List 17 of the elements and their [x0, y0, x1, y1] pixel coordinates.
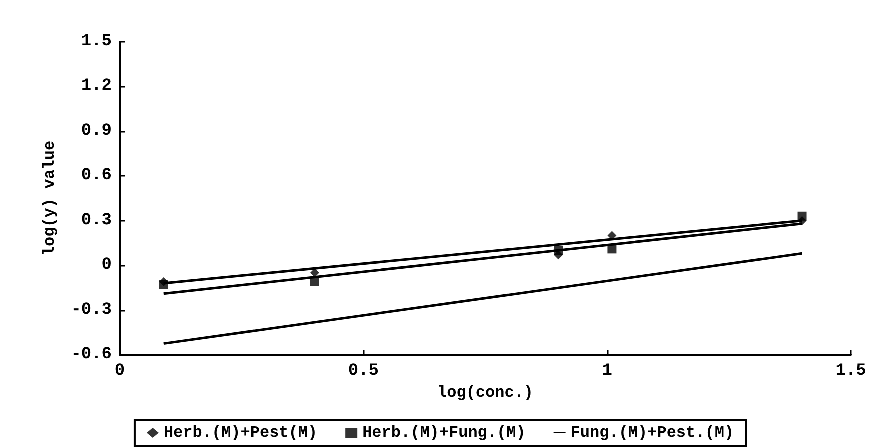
legend-label: Herb.(M)+Pest(M) — [164, 424, 318, 442]
legend-label: Herb.(M)+Fung.(M) — [362, 424, 526, 442]
x-tick-label: 1.5 — [836, 362, 866, 381]
y-axis-title: log(y) value — [41, 140, 59, 256]
x-tick-label: 1 — [602, 362, 612, 381]
y-tick-label: 1.2 — [81, 77, 112, 96]
legend-label: Fung.(M)+Pest.(M) — [570, 424, 734, 442]
y-tick-label: -0.3 — [71, 300, 112, 320]
x-tick-label: 0 — [114, 362, 126, 381]
y-tick-label: 1.5 — [81, 32, 112, 52]
y-tick-label: 0.9 — [81, 122, 112, 141]
y-tick-label: 0.3 — [81, 211, 112, 230]
x-tick-label: 0.5 — [348, 362, 379, 381]
x-axis-title: log(conc.) — [437, 384, 534, 402]
y-tick-label: 0 — [102, 256, 112, 276]
y-tick-label: 0.6 — [81, 166, 112, 186]
y-tick-label: -0.6 — [71, 346, 112, 364]
